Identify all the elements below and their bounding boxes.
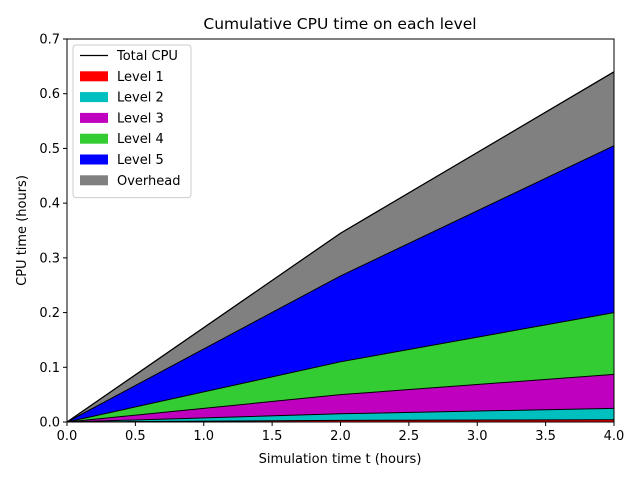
legend-swatch-level-2 [80,92,108,103]
legend-label-level-5: Level 5 [117,153,164,168]
legend-swatch-level-4 [80,133,108,144]
legend-label-overhead: Overhead [117,174,181,189]
legend: Total CPU Level 1 Level 2 Level 3 Level 4 Lev… [72,44,192,199]
boundary-level-3 [66,373,615,423]
area-level-4 [67,312,614,422]
legend-label-level-2: Level 2 [117,91,164,106]
x-tick-label: 2.0 [330,429,351,444]
area-level-5 [67,145,614,422]
x-tick-label: 3.0 [467,429,488,444]
legend-label-level-4: Level 4 [117,132,164,147]
y-tick-label: 0.6 [39,87,60,102]
legend-label-total-cpu: Total CPU [116,49,178,64]
y-tick-label: 0.4 [39,197,60,212]
x-tick-label: 0.5 [125,429,146,444]
y-axis-label: CPU time (hours) [15,175,30,286]
area-level-2 [67,408,614,422]
area-layers [67,71,614,422]
total-cpu-line [66,71,615,423]
legend-label-level-1: Level 1 [117,70,164,85]
y-tick-label: 0.5 [39,142,60,157]
y-axis-ticks: 0.0 0.1 0.2 0.3 0.4 0.5 0.6 0.7 [39,33,67,431]
x-tick-label: 3.5 [535,429,556,444]
legend-swatch-level-1 [80,71,108,82]
legend-swatch-level-5 [80,154,108,165]
y-tick-label: 0.3 [39,251,60,266]
y-tick-label: 0.0 [39,416,60,431]
area-overhead [67,71,614,422]
legend-swatch-level-3 [80,112,108,123]
plot-area [66,38,615,423]
y-tick-label: 0.1 [39,361,60,376]
x-tick-label: 0.0 [57,429,78,444]
boundary-level-4 [66,312,615,423]
boundary-level-5 [66,145,615,423]
y-tick-label: 0.2 [39,306,60,321]
x-tick-label: 1.0 [193,429,214,444]
x-tick-label: 4.0 [604,429,625,444]
boundary-level-1 [66,419,615,423]
legend-label-level-3: Level 3 [117,111,164,126]
x-axis-label: Simulation time t (hours) [259,452,422,467]
x-axis-ticks: 0.0 0.5 1.0 1.5 2.0 2.5 3.0 3.5 4.0 [57,422,625,444]
x-tick-label: 1.5 [262,429,283,444]
stack-boundaries [66,71,615,423]
boundary-level-2 [66,407,615,423]
chart-title: Cumulative CPU time on each level [203,15,476,33]
x-tick-label: 2.5 [399,429,420,444]
area-level-3 [67,374,614,422]
legend-swatch-overhead [80,175,108,186]
y-tick-label: 0.7 [39,33,60,48]
